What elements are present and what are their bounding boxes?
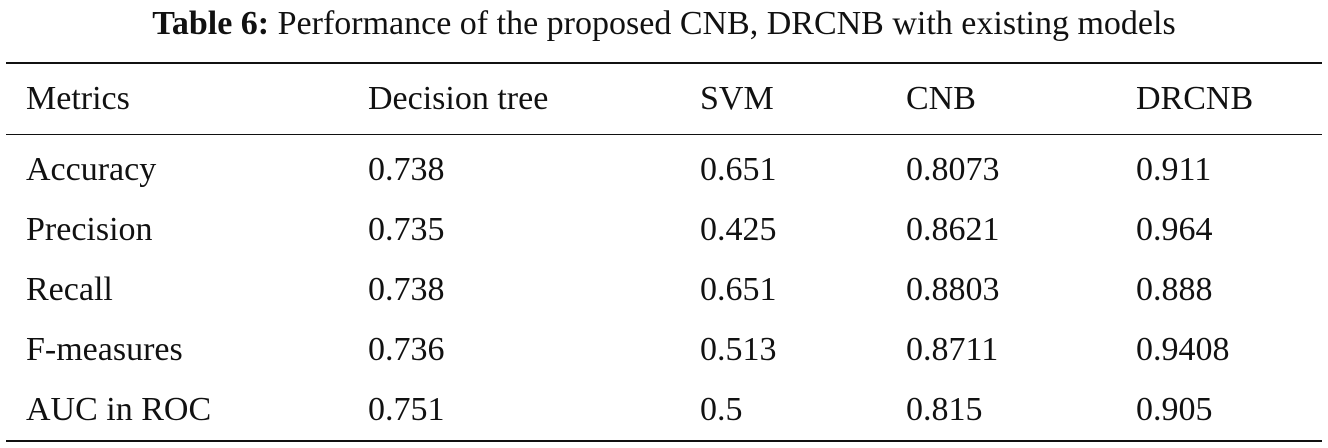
table-caption-label: Table 6:	[152, 5, 270, 42]
table-top-rule	[6, 62, 1322, 64]
cell-drcnb: 0.905	[1136, 391, 1213, 428]
table-bottom-rule	[6, 440, 1322, 442]
cell-cnb: 0.8711	[906, 331, 999, 368]
table-caption: Table 6: Performance of the proposed CNB…	[0, 4, 1328, 44]
cell-decision-tree: 0.751	[368, 391, 445, 428]
header-svm: SVM	[700, 80, 774, 117]
table-row-auc-in-roc: AUC in ROC 0.751 0.5 0.815 0.905	[6, 380, 1322, 440]
cell-drcnb: 0.888	[1136, 271, 1213, 308]
table-header-rule	[6, 134, 1322, 135]
cell-cnb: 0.8803	[906, 271, 1000, 308]
cell-drcnb: 0.9408	[1136, 331, 1230, 368]
cell-svm: 0.651	[700, 151, 777, 188]
table-caption-text: Performance of the proposed CNB, DRCNB w…	[277, 5, 1176, 42]
row-label: Accuracy	[26, 151, 157, 188]
performance-table: Metrics Decision tree SVM CNB DRCNB Accu…	[6, 64, 1322, 440]
header-drcnb: DRCNB	[1136, 80, 1254, 117]
table-row-precision: Precision 0.735 0.425 0.8621 0.964	[6, 200, 1322, 260]
cell-decision-tree: 0.736	[368, 331, 445, 368]
row-label: F-measures	[26, 331, 183, 368]
cell-drcnb: 0.911	[1136, 151, 1212, 188]
cell-cnb: 0.8073	[906, 151, 1000, 188]
cell-cnb: 0.815	[906, 391, 983, 428]
header-cnb: CNB	[906, 80, 976, 117]
cell-decision-tree: 0.738	[368, 151, 445, 188]
table-row-recall: Recall 0.738 0.651 0.8803 0.888	[6, 260, 1322, 320]
cell-svm: 0.651	[700, 271, 777, 308]
cell-decision-tree: 0.738	[368, 271, 445, 308]
cell-svm: 0.513	[700, 331, 777, 368]
row-label: AUC in ROC	[26, 391, 212, 428]
table-row-accuracy: Accuracy 0.738 0.651 0.8073 0.911	[6, 134, 1322, 200]
cell-svm: 0.5	[700, 391, 743, 428]
cell-cnb: 0.8621	[906, 211, 1000, 248]
row-label: Recall	[26, 271, 113, 308]
table-header-row: Metrics Decision tree SVM CNB DRCNB	[6, 64, 1322, 134]
cell-decision-tree: 0.735	[368, 211, 445, 248]
row-label: Precision	[26, 211, 153, 248]
cell-svm: 0.425	[700, 211, 777, 248]
header-metrics: Metrics	[26, 80, 130, 117]
table-row-f-measures: F-measures 0.736 0.513 0.8711 0.9408	[6, 320, 1322, 380]
cell-drcnb: 0.964	[1136, 211, 1213, 248]
header-decision-tree: Decision tree	[368, 80, 549, 117]
